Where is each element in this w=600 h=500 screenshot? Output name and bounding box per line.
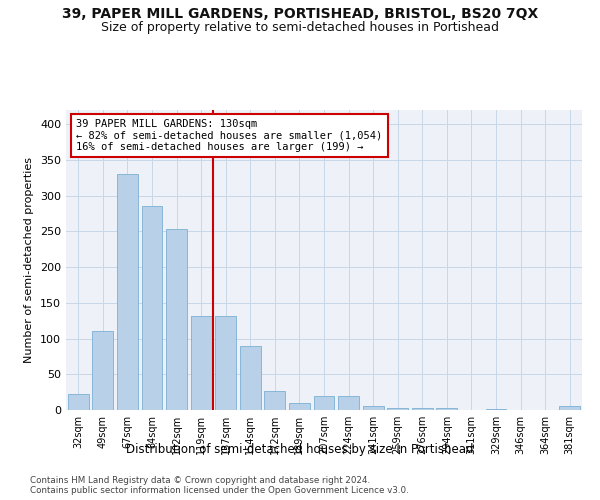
Bar <box>412 408 433 410</box>
Text: Size of property relative to semi-detached houses in Portishead: Size of property relative to semi-detach… <box>101 21 499 34</box>
Text: 39 PAPER MILL GARDENS: 130sqm
← 82% of semi-detached houses are smaller (1,054)
: 39 PAPER MILL GARDENS: 130sqm ← 82% of s… <box>76 119 383 152</box>
Bar <box>338 396 359 410</box>
Text: Distribution of semi-detached houses by size in Portishead: Distribution of semi-detached houses by … <box>126 442 474 456</box>
Text: 39, PAPER MILL GARDENS, PORTISHEAD, BRISTOL, BS20 7QX: 39, PAPER MILL GARDENS, PORTISHEAD, BRIS… <box>62 8 538 22</box>
Bar <box>485 408 506 410</box>
Bar <box>387 408 408 410</box>
Bar <box>240 346 261 410</box>
Bar <box>117 174 138 410</box>
Y-axis label: Number of semi-detached properties: Number of semi-detached properties <box>25 157 34 363</box>
Bar <box>362 406 383 410</box>
Bar <box>265 390 286 410</box>
Bar <box>215 316 236 410</box>
Bar <box>436 408 457 410</box>
Bar <box>559 406 580 410</box>
Bar <box>314 396 334 410</box>
Bar <box>289 403 310 410</box>
Text: Contains HM Land Registry data © Crown copyright and database right 2024.
Contai: Contains HM Land Registry data © Crown c… <box>30 476 409 495</box>
Bar <box>68 394 89 410</box>
Bar <box>166 230 187 410</box>
Bar <box>92 332 113 410</box>
Bar <box>191 316 212 410</box>
Bar <box>142 206 163 410</box>
